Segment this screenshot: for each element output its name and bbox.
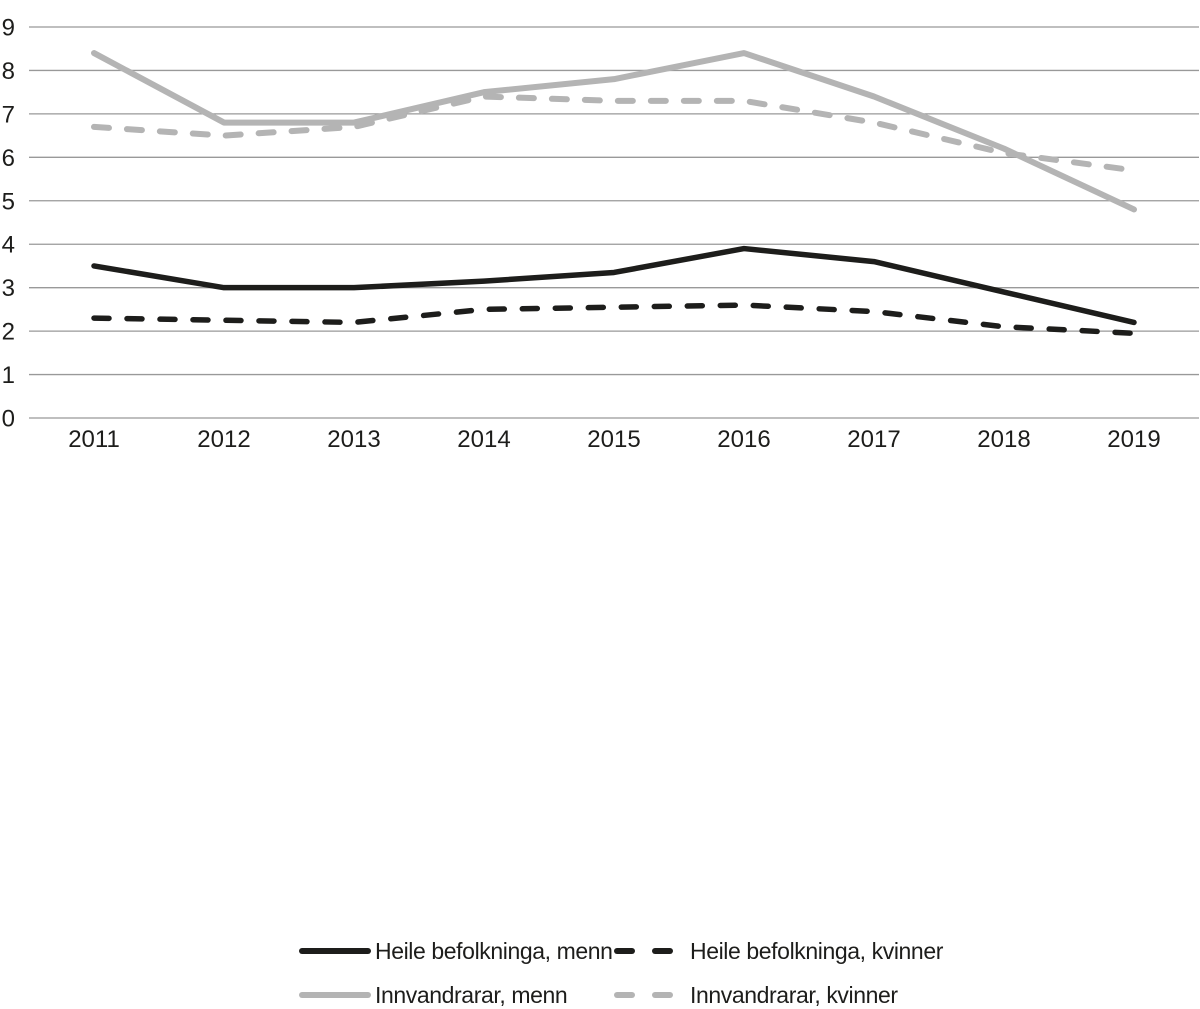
x-axis-labels: 2011 2012 2013 2014 2015 2016 2017 2018 2019 — [68, 426, 1161, 453]
legend-solid-gray-line-icon — [299, 992, 375, 998]
legend-item-innvandrarar-kvinner: Innvandrarar, kvinner — [614, 982, 898, 1008]
series-line-2 — [91, 50, 1137, 213]
x-tick-label: 2017 — [847, 426, 900, 453]
x-tick-label: 2015 — [587, 426, 640, 453]
legend-swatch-bar — [614, 992, 635, 998]
x-tick-label: 2014 — [457, 426, 510, 453]
y-tick-label: 6 — [2, 145, 15, 172]
y-tick-label: 5 — [2, 188, 15, 215]
legend-item-heile-befolkninga-menn: Heile befolkninga, menn — [299, 938, 613, 964]
legend-label: Heile befolkninga, kvinner — [690, 937, 943, 964]
x-tick-label: 2019 — [1107, 426, 1160, 453]
legend-swatch-bar — [299, 948, 371, 954]
y-tick-label: 0 — [2, 406, 15, 433]
series-line-1 — [91, 302, 1137, 337]
x-tick-label: 2016 — [717, 426, 770, 453]
legend-swatch-bar — [652, 948, 673, 954]
y-tick-label: 7 — [2, 101, 15, 128]
legend-swatch-bar — [614, 948, 635, 954]
legend: Heile befolkninga, menn Heile befolkning… — [0, 460, 1200, 1008]
legend-label: Heile befolkninga, menn — [375, 937, 613, 964]
y-tick-label: 8 — [2, 58, 15, 85]
y-tick-label: 4 — [2, 232, 15, 259]
x-tick-label: 2012 — [197, 426, 250, 453]
legend-item-heile-befolkninga-kvinner: Heile befolkninga, kvinner — [614, 938, 943, 964]
legend-label: Innvandrarar, menn — [375, 981, 568, 1008]
y-tick-label: 9 — [2, 15, 15, 42]
legend-dashed-black-line-icon — [614, 948, 690, 954]
gridlines — [29, 26, 1199, 419]
legend-item-innvandrarar-menn: Innvandrarar, menn — [299, 981, 568, 1008]
y-tick-label: 2 — [2, 319, 15, 346]
x-tick-label: 2011 — [68, 426, 120, 453]
y-tick-label: 3 — [2, 275, 15, 302]
line-chart-figure: 0 1 2 3 4 5 6 7 8 9 2011 2012 2013 2014 2015 2016 2017 20… — [0, 14, 1200, 1008]
legend-solid-black-line-icon — [299, 948, 375, 954]
x-tick-label: 2013 — [327, 426, 380, 453]
legend-dashed-gray-line-icon — [614, 992, 690, 998]
legend-label: Innvandrarar, kvinner — [690, 981, 898, 1008]
y-tick-label: 1 — [2, 362, 15, 389]
legend-swatch-bar — [652, 992, 673, 998]
series-line-3 — [91, 93, 1137, 174]
legend-swatch-bar — [299, 992, 371, 998]
y-axis-labels: 0 1 2 3 4 5 6 7 8 9 — [2, 15, 15, 433]
x-tick-label: 2018 — [977, 426, 1030, 453]
series-line-0 — [91, 245, 1137, 326]
